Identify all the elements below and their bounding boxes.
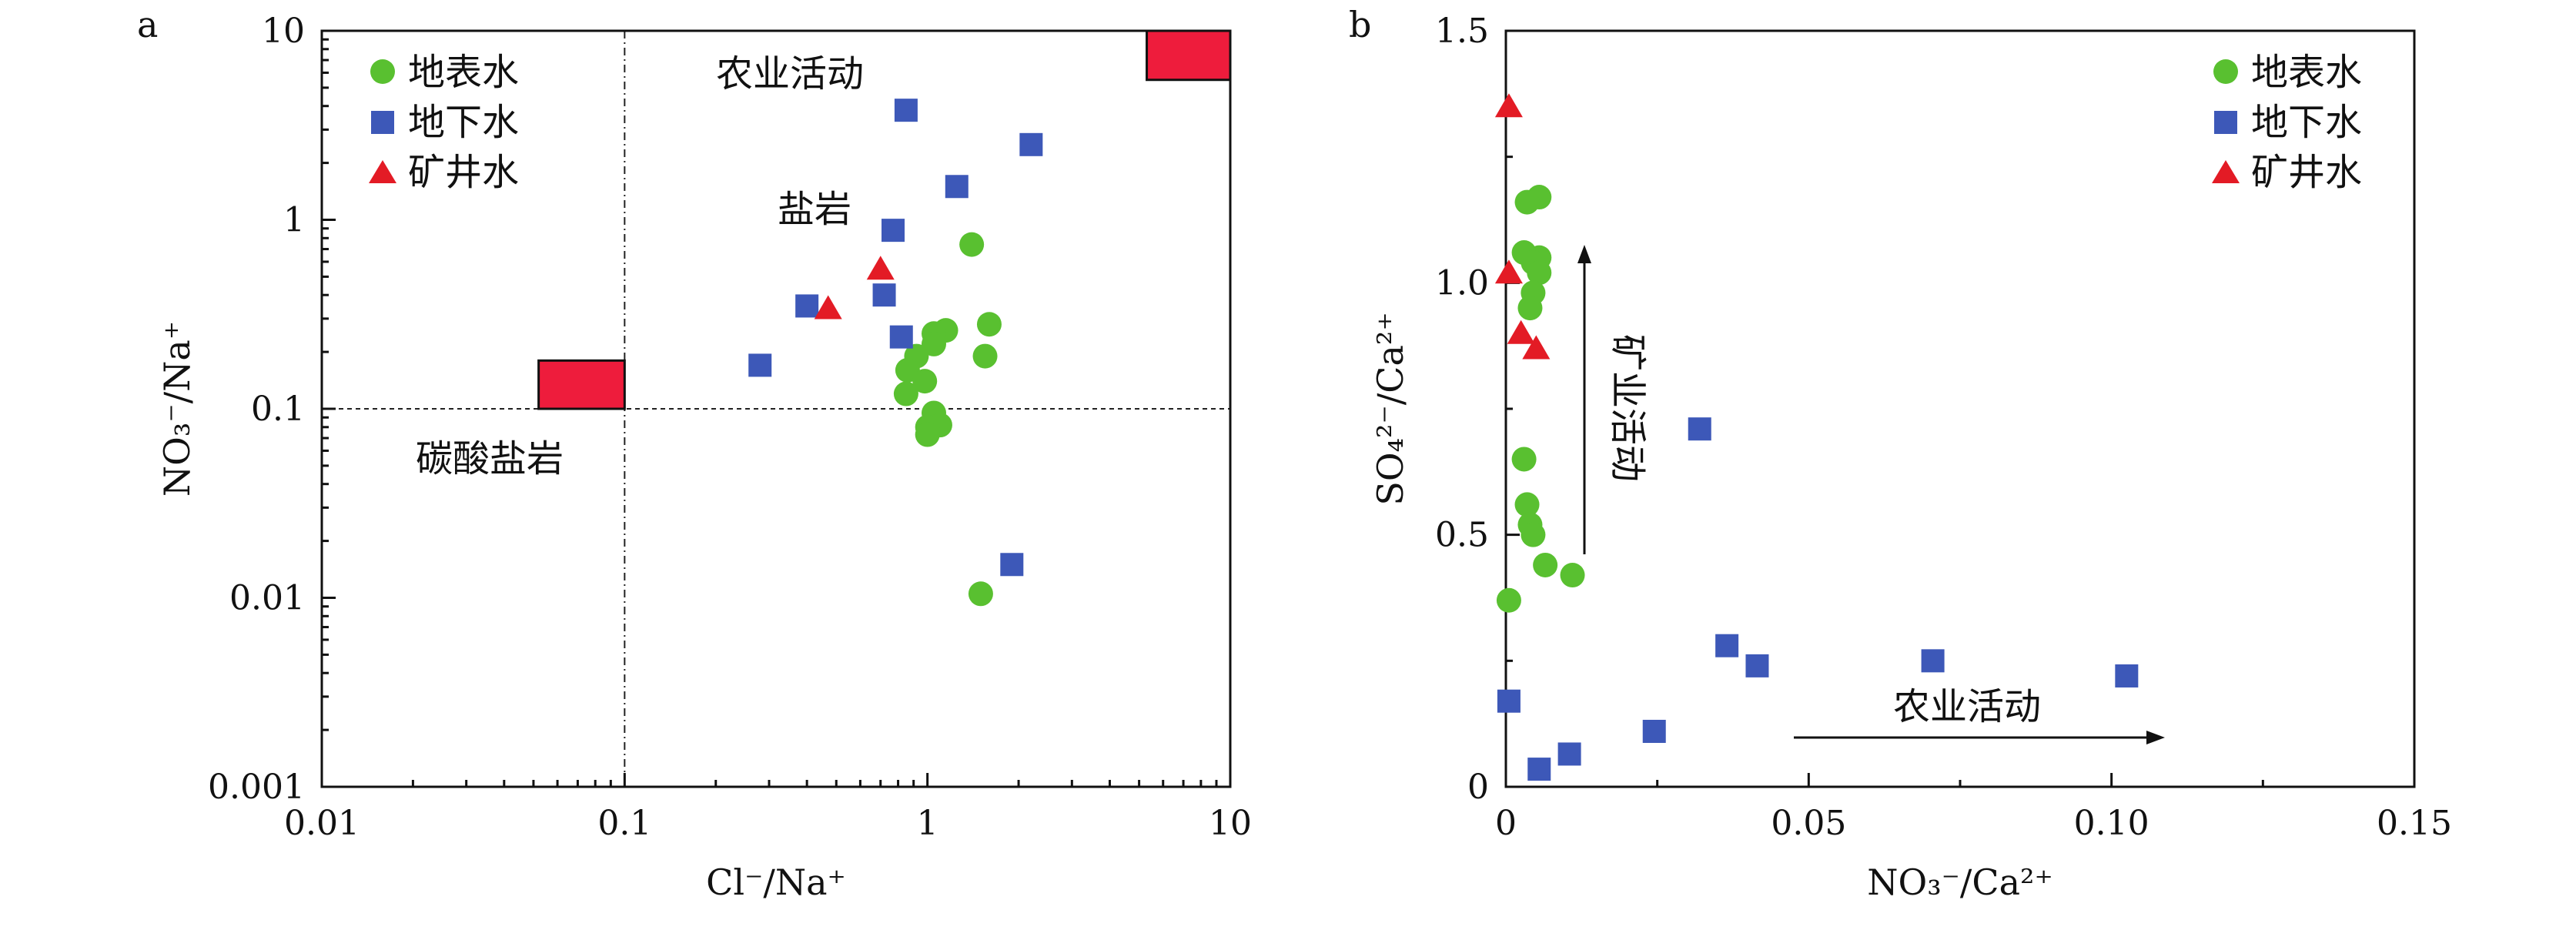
chart-b-point-surface-water [1514, 492, 1540, 517]
chart-b-legend-marker-mine-water [2212, 160, 2240, 183]
chart-a-point-groundwater [894, 99, 918, 122]
chart-a-legend-marker-mine-water [369, 160, 396, 183]
chart-a-y-tick-label: 10 [262, 12, 305, 51]
chart-b-point-surface-water [1533, 552, 1558, 577]
chart-b-annotation-mining: 矿业活动 [1606, 334, 1649, 482]
chart-a-point-groundwater [882, 219, 905, 243]
chart-b-legend-label-groundwater: 地下水 [2251, 101, 2362, 144]
chart-a-legend-label-groundwater: 地下水 [408, 101, 519, 144]
chart-a-annotation-halite: 盐岩 [778, 188, 851, 231]
chart-b-x-tick-label: 0.15 [2377, 804, 2452, 843]
chart-a-panel-label: a [137, 4, 158, 45]
chart-a-x-axis-label: Cl⁻/Na⁺ [706, 861, 846, 903]
chart-b-point-groundwater [1715, 634, 1739, 657]
chart-b-point-surface-water [1496, 587, 1521, 613]
chart-b-point-surface-water [1521, 522, 1546, 547]
chart-a-point-groundwater [795, 294, 819, 318]
chart-b-point-groundwater [2115, 664, 2139, 687]
chart-a-point-surface-water [976, 312, 1002, 337]
chart-a-y-tick-label: 0.001 [208, 768, 305, 807]
chart-a-x-tick-label: 10 [1209, 804, 1252, 843]
chart-a-point-surface-water [915, 422, 940, 447]
chart-a-legend: 地表水 地下水 矿井水 [369, 51, 519, 194]
chart-a-y-tick-label: 0.01 [229, 579, 305, 618]
chart-a-point-surface-water [959, 232, 985, 257]
chart-a-x-tick-label: 0.01 [284, 804, 360, 843]
chart-a-end-member-boxes [537, 29, 1232, 410]
chart-a-end-member-box-1 [1146, 29, 1232, 82]
chart-b-point-surface-water [1527, 260, 1552, 286]
chart-a-x-tick-label: 0.1 [597, 804, 651, 843]
chart-a-point-surface-water [893, 381, 918, 406]
chart-b-point-groundwater [1557, 742, 1581, 766]
chart-b-legend-label-mine-water: 矿井水 [2251, 151, 2362, 194]
chart-a-points [748, 99, 1043, 607]
chart-a-point-surface-water [972, 343, 998, 369]
chart-a-point-mine-water [814, 295, 842, 319]
chart-b-y-tick-label: 0 [1467, 768, 1489, 807]
chart-b-panel-label: b [1349, 4, 1371, 45]
chart-b-y-tick-label: 1.5 [1435, 12, 1489, 51]
chart-a-legend-marker-groundwater [371, 111, 394, 134]
chart-b-y-axis-label: SO₄²⁻/Ca²⁺ [1370, 312, 1411, 505]
chart-b-point-groundwater [1921, 649, 1945, 673]
chart-a-legend-label-surface-water: 地表水 [408, 51, 519, 94]
chart-a-point-surface-water [922, 331, 947, 356]
chart-b-legend-marker-surface-water [2213, 59, 2238, 84]
chart-a-legend-marker-surface-water [370, 59, 395, 84]
chart-b-annotation-agriculture: 农业活动 [1893, 685, 2041, 728]
chart-b-y-tick-label: 1.0 [1435, 263, 1489, 303]
chart-b-y-tick-label: 0.5 [1435, 516, 1489, 555]
chart-b-point-surface-water [1514, 189, 1540, 215]
chart-a-point-groundwater [1019, 132, 1043, 156]
chart-b-point-groundwater [1745, 654, 1769, 677]
chart-b-point-surface-water [1517, 296, 1543, 321]
chart-a-y-tick-label: 1 [283, 201, 305, 240]
chart-b-point-groundwater [1642, 719, 1666, 743]
chart-b-x-tick-label: 0.10 [2074, 804, 2149, 843]
chart-b-points [1494, 93, 2139, 781]
chart-b-legend: 地表水 地下水 矿井水 [2212, 51, 2362, 194]
chart-a-point-groundwater [889, 325, 913, 349]
chart-b-point-mine-water [1507, 319, 1535, 344]
chart-a-point-surface-water [912, 369, 938, 394]
chart-a-reference-lines [322, 31, 1230, 787]
chart-a-x-tick-label: 1 [917, 804, 938, 843]
chart-a-y-tick-label: 0.1 [251, 390, 305, 429]
chart-b-arrows [1577, 245, 2165, 744]
chart-a-legend-label-mine-water: 矿井水 [408, 151, 519, 194]
chart-a-point-groundwater [945, 175, 969, 199]
chart-b-point-groundwater [1688, 417, 1711, 441]
chart-b-point-groundwater [1527, 758, 1551, 781]
chart-a-point-mine-water [866, 256, 895, 280]
chart-b-x-tick-label: 0.05 [1771, 804, 1846, 843]
chart-b-arrow-mining-head [1577, 245, 1591, 263]
chart-a-point-surface-water [968, 581, 993, 607]
chart-b-x-tick-label: 0 [1495, 804, 1517, 843]
chart-b-point-surface-water [1560, 563, 1585, 588]
chart-a-point-groundwater [1000, 553, 1024, 577]
chart-b-point-surface-water [1511, 447, 1537, 472]
chart-a-end-member-box-0 [537, 359, 626, 410]
chart-b-point-groundwater [1497, 689, 1521, 713]
chart-b-point-mine-water [1494, 259, 1523, 284]
chart-b-point-mine-water [1494, 93, 1523, 118]
chart-a-point-groundwater [748, 353, 772, 377]
chart-a-point-groundwater [872, 283, 896, 307]
chart-b-arrow-agriculture-head [2146, 731, 2165, 744]
chart-b-legend-label-surface-water: 地表水 [2251, 51, 2362, 94]
chart-a-annotation-carbonate: 碳酸盐岩 [416, 437, 564, 480]
chart-a-y-axis-label: NO₃⁻/Na⁺ [156, 321, 198, 497]
chart-b-legend-marker-groundwater [2214, 111, 2237, 134]
chart-a-annotation-agriculture: 农业活动 [716, 52, 864, 95]
chart-b-point-mine-water [1522, 335, 1551, 360]
chart-b: 0 0.05 0.10 0.15 0 0.5 1.0 1.5 b NO₃⁻/Ca²⁺ SO₄²… [1349, 4, 2452, 903]
chart-b-x-axis-label: NO₃⁻/Ca²⁺ [1867, 861, 2053, 903]
